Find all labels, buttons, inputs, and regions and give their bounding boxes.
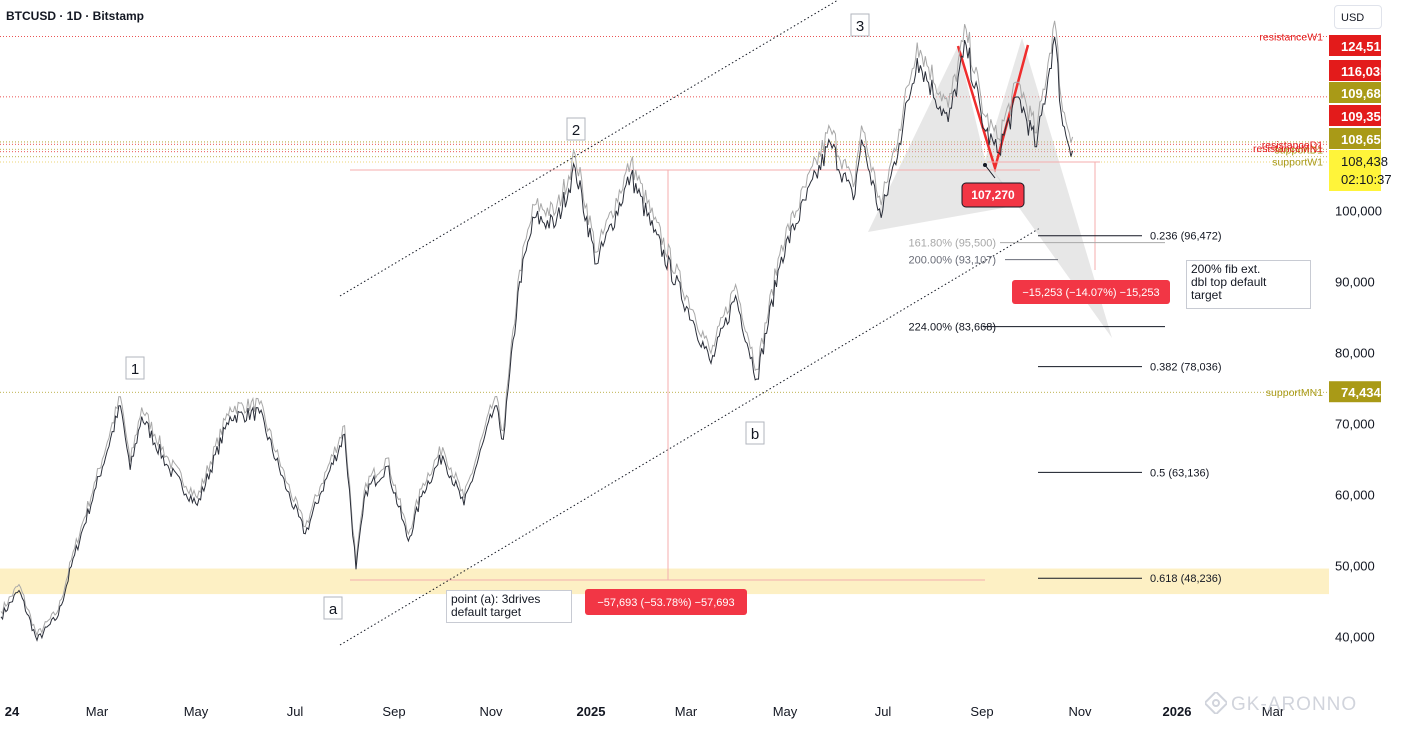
- low-point-dot: [983, 163, 987, 167]
- fib-level-label: 0.5 (63,136): [1150, 467, 1209, 479]
- price-tag: [1329, 35, 1381, 56]
- wave-label-box: [745, 421, 765, 445]
- note-point-a: point (a): 3drives default target: [446, 590, 572, 623]
- wave-label: 2: [572, 122, 580, 139]
- price-tag: [1329, 128, 1381, 149]
- fib-level-label: 0.382 (78,036): [1150, 362, 1222, 374]
- measure-pill-text: −15,253 (−14.07%) −15,253: [1022, 287, 1159, 299]
- y-axis-label: 100,000: [1335, 204, 1382, 219]
- price-level-name: supportW1: [1272, 157, 1323, 169]
- channel-upper-line: [339, 0, 839, 297]
- wave-label: 1: [131, 361, 139, 378]
- measure-pill: [1012, 280, 1170, 304]
- price-level-name: resistanceW1: [1259, 32, 1323, 44]
- x-axis-label: May: [773, 704, 798, 719]
- countdown-value: 02:10:37: [1341, 172, 1392, 187]
- x-axis-label: Mar: [86, 704, 109, 719]
- price-tag-value: 109,683: [1341, 86, 1388, 101]
- price-tag-value: 124,517: [1341, 39, 1388, 54]
- y-axis-label: 40,000: [1335, 630, 1375, 645]
- pattern-drawings: [350, 38, 1112, 581]
- price-level-name: resistanceMN1: [1253, 143, 1323, 155]
- note-fib-ext: 200% fib ext. dbl top default target: [1186, 260, 1311, 309]
- x-axis-label: Nov: [1068, 704, 1092, 719]
- chart-labels: resistanceW1 resistanceD1supportD1resista…: [125, 13, 1324, 620]
- x-axis-label: Jul: [875, 704, 892, 719]
- wave-label: 3: [856, 18, 864, 35]
- price-level-name: supportD1: [1275, 144, 1324, 156]
- measure-pill: [585, 589, 747, 615]
- wave-label: a: [329, 601, 338, 618]
- x-axis-label: Sep: [970, 704, 993, 719]
- price-level-name: resistanceD1: [1262, 139, 1323, 151]
- x-axis-label: May: [184, 704, 209, 719]
- y-axis-label: 70,000: [1335, 417, 1375, 432]
- wave-label-box: [850, 13, 870, 37]
- x-axis-label: 24: [5, 704, 20, 719]
- fib-level-label: 0.236 (96,472): [1150, 231, 1222, 243]
- fib-extension-label: 224.00% (83,668): [909, 322, 996, 334]
- y-axis-label: 60,000: [1335, 488, 1375, 503]
- y-axis: 124,517 116,035 109,683 109,356 108,652 74,43…: [1329, 35, 1392, 645]
- price-tag: [1329, 60, 1381, 81]
- x-axis-label: Nov: [479, 704, 503, 719]
- x-axis-label: Mar: [675, 704, 698, 719]
- note-fib-ext-line: target: [1191, 288, 1222, 302]
- price-tag-value: 74,434: [1341, 385, 1382, 400]
- current-price-value: 108,438: [1341, 154, 1388, 169]
- price-level-name: supportMN1: [1266, 387, 1323, 399]
- trend-channel: [339, 0, 1041, 646]
- watermark: GK-ARONNO: [1205, 692, 1357, 716]
- price-tag: [1329, 82, 1381, 103]
- wave-label-box: [323, 596, 343, 620]
- note-point-a-line: default target: [451, 605, 522, 619]
- current-price-tag: [1329, 150, 1381, 191]
- price-close-line: [0, 36, 1074, 642]
- y-axis-label: 50,000: [1335, 559, 1375, 574]
- x-axis-label: Mar: [1262, 704, 1285, 719]
- x-axis-label: Sep: [382, 704, 405, 719]
- measure-pill-text: −57,693 (−53.78%) −57,693: [597, 597, 734, 609]
- currency-button[interactable]: USD: [1334, 5, 1382, 29]
- y-axis-label: 80,000: [1335, 346, 1375, 361]
- price-tag-value: 116,035: [1341, 64, 1387, 79]
- price-tag: [1329, 105, 1381, 126]
- double-top-wedge: [985, 38, 1112, 338]
- symbol-title: BTCUSD · 1D · Bitstamp: [6, 9, 145, 23]
- fib-extension-label: 200.00% (93,107): [909, 255, 996, 267]
- tradingview-logo-icon: [1205, 692, 1227, 714]
- wave-label: b: [751, 426, 759, 443]
- low-label-box: [961, 182, 1025, 208]
- wave-label-box: [125, 356, 145, 380]
- fib-extension-label: 161.80% (95,500): [909, 238, 996, 250]
- price-tag: [1329, 381, 1381, 403]
- price-series: [0, 20, 1074, 642]
- level-lines: [0, 36, 1329, 393]
- note-fib-ext-line: dbl top default: [1191, 275, 1267, 289]
- fib-levels: 0.236 (96,472) 0.382 (78,036) 0.5 (63,136)…: [909, 231, 1222, 585]
- price-high-line: [0, 20, 1074, 637]
- note-point-a-line: point (a): 3drives: [451, 592, 541, 606]
- wave-label-box: [566, 117, 586, 141]
- x-axis-label: 2026: [1163, 704, 1192, 719]
- x-axis-label: Jul: [287, 704, 304, 719]
- low-pointer: [984, 164, 996, 179]
- low-label: 107,270: [971, 188, 1015, 202]
- x-axis-label: 2025: [577, 704, 606, 719]
- x-axis: 24 Mar May Jul Sep Nov 2025 Mar May Jul Sep Nov 2026…: [5, 704, 1285, 719]
- price-tag-value: 109,356: [1341, 109, 1388, 124]
- double-top-red-line: [956, 44, 1030, 173]
- note-fib-ext-line: 200% fib ext.: [1191, 262, 1261, 276]
- watermark-text: GK-ARONNO: [1231, 694, 1358, 715]
- fib-level-label: 0.618 (48,236): [1150, 573, 1222, 585]
- price-tag-value: 108,652: [1341, 132, 1388, 147]
- y-axis-label: 90,000: [1335, 275, 1375, 290]
